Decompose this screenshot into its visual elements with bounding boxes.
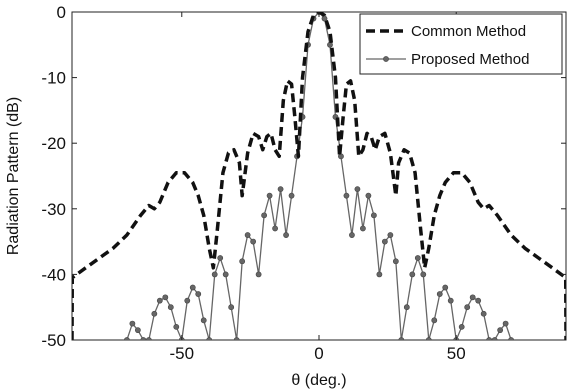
proposed-method-point bbox=[398, 337, 405, 340]
proposed-method-point bbox=[277, 186, 284, 193]
proposed-method-point bbox=[431, 317, 438, 324]
proposed-method-point bbox=[469, 294, 476, 301]
proposed-method-point bbox=[134, 327, 141, 334]
proposed-method-point bbox=[123, 337, 130, 340]
proposed-method-point bbox=[283, 232, 289, 238]
proposed-method-point bbox=[145, 337, 152, 340]
proposed-method-point bbox=[272, 225, 278, 232]
proposed-method-point bbox=[354, 186, 361, 193]
legend: Common Method Proposed Method bbox=[359, 13, 563, 75]
plot-area: -50 0 50 0 -10 -20 -30 -40 -50 bbox=[41, 3, 567, 363]
legend-label-proposed: Proposed Method bbox=[411, 51, 529, 68]
proposed-method-point bbox=[376, 271, 383, 278]
proposed-method-point bbox=[502, 320, 509, 327]
proposed-method-point bbox=[370, 212, 377, 219]
legend-swatch-proposed-marker bbox=[383, 56, 389, 62]
proposed-method-point bbox=[288, 192, 295, 199]
proposed-method-point bbox=[327, 41, 333, 48]
legend-box bbox=[359, 13, 563, 75]
proposed-method-point bbox=[222, 271, 229, 278]
proposed-method-point bbox=[436, 291, 443, 297]
y-tick-label: -50 bbox=[41, 331, 66, 350]
proposed-method-point bbox=[239, 258, 246, 265]
proposed-method-point bbox=[200, 317, 207, 324]
proposed-method-point bbox=[255, 271, 262, 278]
proposed-method-point bbox=[233, 337, 240, 340]
proposed-method-point bbox=[491, 337, 498, 340]
proposed-method-point bbox=[420, 271, 427, 278]
x-tick-label: -50 bbox=[169, 344, 194, 363]
proposed-method-point bbox=[414, 255, 421, 261]
proposed-method-point bbox=[189, 284, 196, 291]
y-axis-title: Radiation Pattern (dB) bbox=[5, 97, 22, 255]
y-tick-label: -10 bbox=[41, 69, 66, 88]
series-line-proposed-method bbox=[126, 12, 512, 340]
proposed-method-point bbox=[184, 297, 191, 304]
proposed-method-point bbox=[206, 337, 213, 340]
x-tick-label: 50 bbox=[447, 344, 466, 363]
proposed-method-point bbox=[343, 192, 350, 199]
proposed-method-point bbox=[365, 192, 372, 199]
proposed-method-point bbox=[167, 304, 174, 311]
y-tick-label: -20 bbox=[41, 134, 66, 153]
proposed-method-point bbox=[211, 271, 218, 278]
proposed-method-point bbox=[447, 297, 454, 304]
x-tick-label: 0 bbox=[314, 344, 323, 363]
proposed-method-point bbox=[321, 15, 328, 22]
proposed-method-point bbox=[261, 212, 268, 219]
proposed-method-point bbox=[244, 232, 251, 238]
proposed-method-point bbox=[338, 153, 344, 160]
proposed-method-point bbox=[480, 310, 487, 317]
proposed-method-point bbox=[129, 320, 136, 327]
proposed-method-point bbox=[217, 255, 224, 261]
proposed-method-point bbox=[387, 232, 394, 238]
tick-layer: -50 0 50 0 -10 -20 -30 -40 -50 bbox=[41, 3, 566, 363]
proposed-method-point bbox=[162, 294, 169, 301]
proposed-method-point bbox=[250, 238, 257, 245]
proposed-method-point bbox=[266, 192, 273, 199]
y-tick-label: -40 bbox=[41, 265, 66, 284]
y-tick-label: -30 bbox=[41, 200, 66, 219]
proposed-method-point bbox=[403, 304, 410, 311]
proposed-method-point bbox=[409, 271, 416, 278]
proposed-method-point bbox=[464, 304, 471, 311]
series-line-common-method bbox=[72, 12, 566, 340]
proposed-method-point bbox=[381, 238, 388, 245]
series-layer bbox=[72, 12, 566, 340]
proposed-method-point bbox=[497, 327, 504, 334]
proposed-method-point bbox=[392, 258, 399, 265]
proposed-method-point bbox=[486, 337, 493, 340]
proposed-method-point bbox=[508, 337, 515, 340]
legend-label-common: Common Method bbox=[411, 23, 526, 40]
proposed-method-point bbox=[475, 297, 482, 304]
proposed-method-point bbox=[349, 232, 355, 238]
y-tick-label: 0 bbox=[57, 3, 66, 22]
proposed-method-point bbox=[195, 291, 202, 297]
proposed-method-point bbox=[173, 323, 180, 330]
x-axis-title: θ (deg.) bbox=[291, 372, 346, 389]
proposed-method-point bbox=[151, 310, 158, 317]
proposed-method-point bbox=[156, 297, 163, 304]
proposed-method-point bbox=[442, 284, 449, 291]
proposed-method-point bbox=[458, 323, 465, 330]
proposed-method-point bbox=[140, 337, 147, 340]
proposed-method-point bbox=[425, 337, 432, 340]
proposed-method-point bbox=[228, 304, 235, 311]
proposed-method-point bbox=[360, 225, 366, 232]
